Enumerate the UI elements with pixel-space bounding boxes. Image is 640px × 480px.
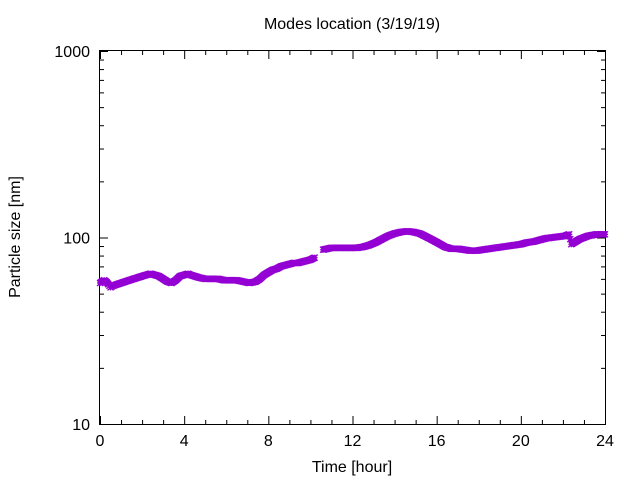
data-series [96,227,609,291]
chart-title: Modes location (3/19/19) [264,16,440,33]
x-axis-tick-labels: 0 4 8 12 16 20 24 [96,433,614,450]
plot-frame [99,50,606,425]
data-point [311,254,319,262]
data-point [601,230,609,238]
x-tick-label: 4 [180,433,189,450]
x-tick-label: 8 [264,433,273,450]
y-tick-label: 1000 [54,44,90,61]
x-axis-label: Time [hour] [312,459,392,476]
x-tick-label: 0 [96,433,105,450]
y-tick-label: 10 [72,417,90,434]
y-axis-tick-labels: 10 100 1000 [54,44,90,434]
x-tick-label: 16 [428,433,446,450]
y-axis-label: Particle size [nm] [7,176,24,298]
x-axis-ticks [100,51,606,424]
y-axis-ticks [100,51,605,425]
x-tick-label: 24 [596,433,614,450]
data-point [565,230,573,238]
x-tick-label: 20 [512,433,530,450]
y-tick-label: 100 [63,231,90,248]
x-tick-label: 12 [344,433,362,450]
data-point [566,235,574,243]
